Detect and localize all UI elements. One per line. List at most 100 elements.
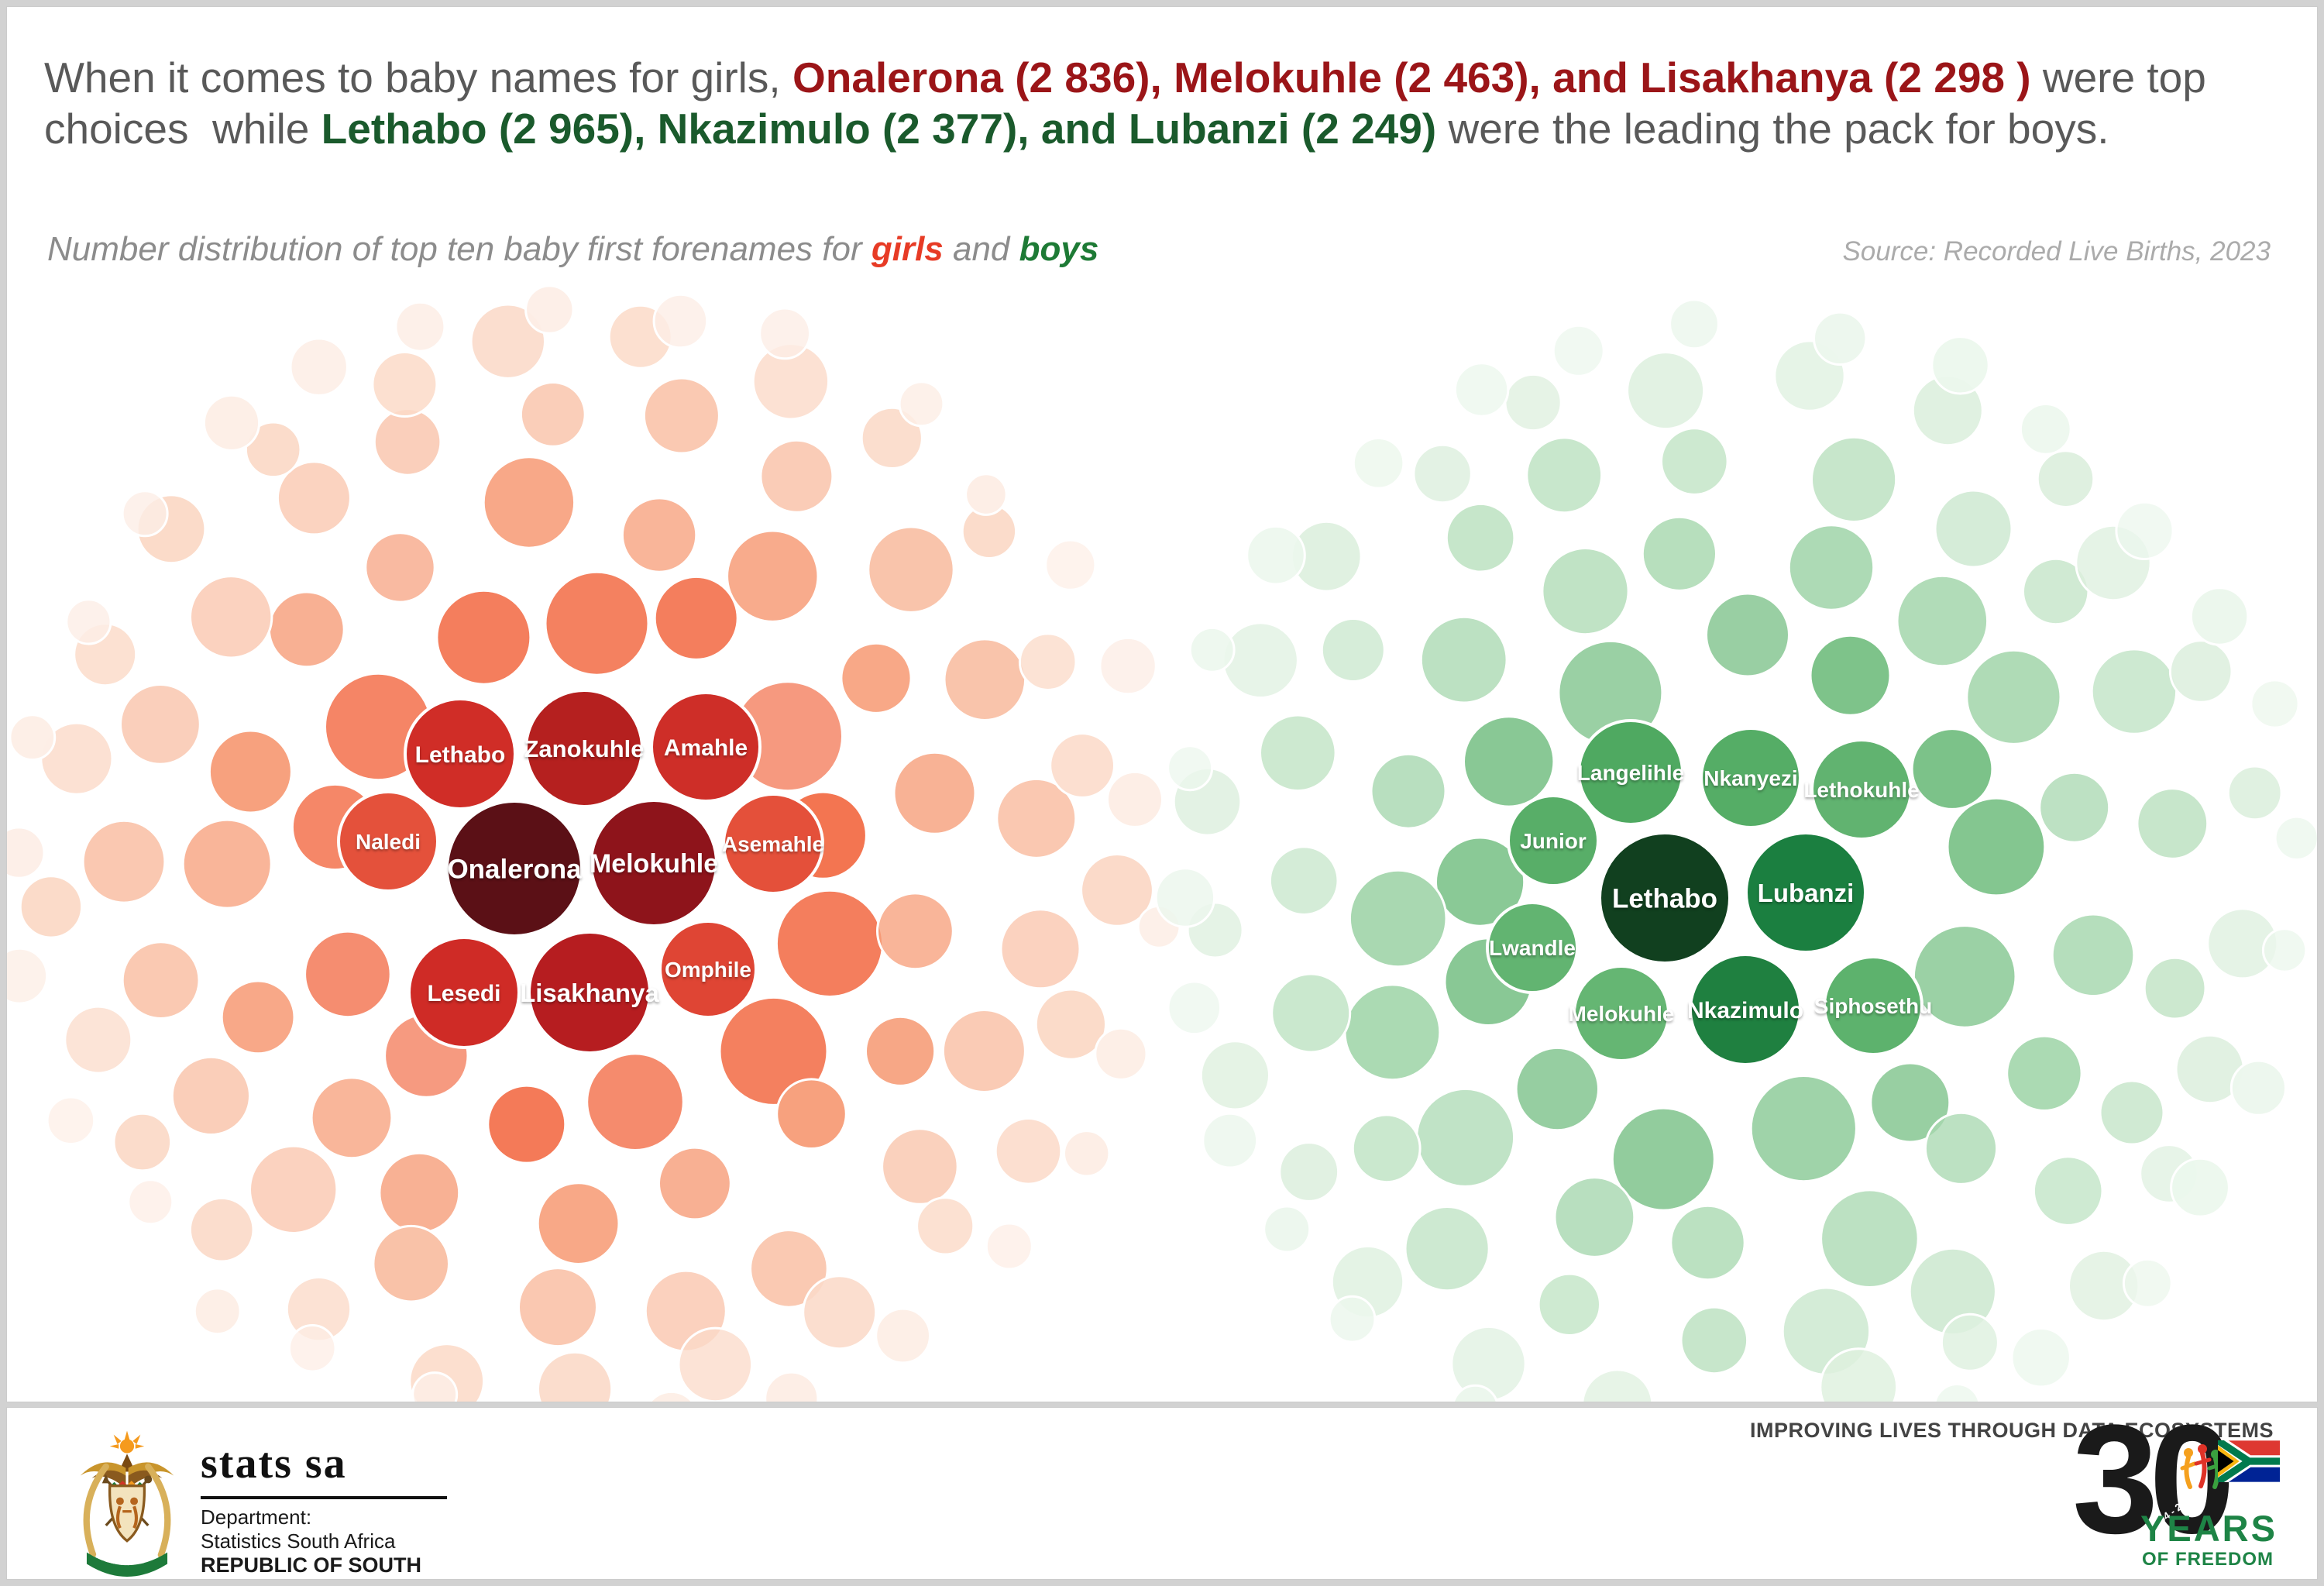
other-name-bubble	[1669, 1204, 1746, 1282]
tagline: IMPROVING LIVES THROUGH DATA ECOSYSTEMS	[1749, 1419, 2274, 1442]
source-note: Source: Recorded Live Births, 2023	[1842, 236, 2271, 267]
other-name-bubble	[1167, 745, 1214, 792]
other-name-bubble	[999, 908, 1081, 990]
girls-bubble-naledi	[337, 790, 439, 893]
other-name-bubble	[802, 1275, 878, 1350]
other-name-bubble	[304, 930, 392, 1019]
other-name-bubble	[985, 1222, 1033, 1271]
other-name-bubble	[189, 575, 273, 659]
other-name-bubble	[287, 1324, 337, 1373]
other-name-bubble	[537, 1350, 614, 1402]
other-name-bubble	[2051, 913, 2136, 998]
other-name-bubble	[1552, 324, 1605, 377]
other-name-bubble	[2189, 587, 2250, 646]
other-name-bubble	[653, 575, 739, 661]
other-name-bubble	[1063, 1130, 1111, 1178]
other-name-bubble	[943, 638, 1027, 722]
statssa-country: REPUBLIC OF SOUTH AFRICA	[201, 1553, 422, 1579]
subtitle-segment-girls: girls	[871, 230, 944, 268]
boys-bubble-label-lethabo: Lethabo	[1612, 884, 1717, 914]
other-name-bubble	[1626, 351, 1706, 431]
other-name-bubble	[881, 1127, 959, 1206]
other-name-bubble	[860, 406, 923, 470]
coat-of-arms-icon: !KE E: /XARRA //KE	[80, 1430, 174, 1577]
other-name-bubble	[1946, 796, 2047, 897]
shield-icon	[108, 1485, 146, 1543]
other-name-bubble	[1514, 1046, 1600, 1132]
other-name-bubble	[220, 979, 296, 1055]
girls-bubble-label-onalerona: Onalerona	[447, 855, 582, 885]
boys-bubble-lethabo	[1598, 831, 1731, 965]
other-name-bubble	[1537, 1272, 1602, 1337]
chart-subtitle: Number distribution of top ten baby firs…	[47, 230, 1098, 269]
statssa-text-block: stats sa Department: Statistics South Af…	[201, 1439, 456, 1579]
other-name-bubble	[1154, 867, 1216, 928]
other-name-bubble	[1018, 632, 1078, 692]
other-name-bubble	[1328, 1295, 1377, 1343]
bubble-chart: Onalerona Melokuhle Lisakhanya Zanokuhle Let…	[7, 284, 2317, 1402]
other-name-bubble	[677, 1326, 754, 1402]
footer-card: IMPROVING LIVES THROUGH DATA ECOSYSTEMS	[6, 1407, 2318, 1580]
other-name-bubble	[1819, 1347, 1899, 1402]
other-name-bubble	[372, 1224, 451, 1303]
other-name-bubble	[2038, 771, 2111, 844]
bubble-cluster-boys: Lethabo Lubanzi Nkazimulo Langelihle Nkanyez…	[1154, 298, 2317, 1402]
other-name-bubble	[2261, 927, 2308, 973]
other-name-bubble	[2229, 1059, 2287, 1116]
thirty-years-label: YEARS	[2140, 1508, 2278, 1549]
boys-bubble-langelihle	[1577, 719, 1684, 826]
other-name-bubble	[394, 301, 446, 353]
girls-bubble-zanokuhle	[524, 689, 644, 808]
other-name-bubble	[1452, 1384, 1498, 1402]
other-name-bubble	[9, 714, 57, 762]
other-name-bubble	[1268, 845, 1339, 916]
thirty-freedom-label: OF FREEDOM	[2142, 1549, 2274, 1570]
other-name-bubble	[964, 473, 1008, 516]
dancing-figures-icon	[2180, 1444, 2224, 1489]
other-name-bubble	[2019, 403, 2072, 456]
wheat-icon	[83, 1463, 171, 1559]
other-name-bubble	[65, 598, 112, 645]
headline-segment-plain: choices while	[44, 105, 321, 153]
girls-bubble-asemahle	[722, 793, 824, 895]
other-name-bubble	[1463, 715, 1556, 808]
other-name-bubble	[1940, 1312, 1999, 1372]
other-name-bubble	[1705, 592, 1790, 678]
girls-bubble-label-lethabo: Lethabo	[415, 742, 506, 768]
girls-bubble-label-zanokuhle: Zanokuhle	[524, 735, 644, 762]
other-name-bubble	[994, 1117, 1063, 1185]
other-name-bubble	[898, 380, 945, 428]
other-name-bubble	[586, 1052, 685, 1151]
other-name-bubble	[995, 777, 1078, 859]
other-name-bubble	[482, 456, 576, 549]
motto-banner: !KE E: /XARRA //KE	[86, 1552, 168, 1577]
other-name-bubble	[1820, 1189, 1920, 1288]
other-name-bubble	[867, 525, 955, 614]
other-name-bubble	[1541, 547, 1630, 636]
other-name-bubble	[1415, 1087, 1516, 1188]
other-name-bubble	[1412, 443, 1473, 504]
other-name-bubble	[64, 1005, 133, 1075]
other-name-bubble	[127, 1178, 174, 1226]
other-name-bubble	[1581, 1368, 1654, 1402]
other-name-bubble	[469, 303, 546, 380]
boys-bubble-siphosethu	[1823, 955, 1923, 1056]
main-card: When it comes to baby names for girls, O…	[6, 6, 2318, 1402]
other-name-bubble	[519, 381, 586, 448]
girls-bubble-lesedi	[407, 936, 521, 1049]
boys-bubble-nkazimulo	[1689, 953, 1802, 1066]
boys-bubble-label-melokuhle: Melokuhle	[1569, 1002, 1675, 1026]
other-name-bubble	[1199, 1040, 1271, 1111]
headline: When it comes to baby names for girls, O…	[44, 52, 2291, 154]
boys-bubble-label-nkazimulo: Nkazimulo	[1687, 998, 1803, 1024]
boys-bubble-lubanzi	[1745, 831, 1867, 954]
other-name-bubble	[1787, 524, 1875, 611]
other-name-bubble	[2122, 1257, 2173, 1309]
other-name-bubble	[648, 1390, 694, 1402]
other-name-bubble	[1259, 714, 1337, 793]
other-name-bubble	[652, 293, 709, 349]
boys-bubble-label-siphosethu: Siphosethu	[1814, 994, 1932, 1018]
subtitle-segment-boys: boys	[1019, 230, 1099, 268]
other-name-bubble	[1669, 298, 1720, 350]
girls-bubble-lisakhanya	[528, 931, 651, 1054]
